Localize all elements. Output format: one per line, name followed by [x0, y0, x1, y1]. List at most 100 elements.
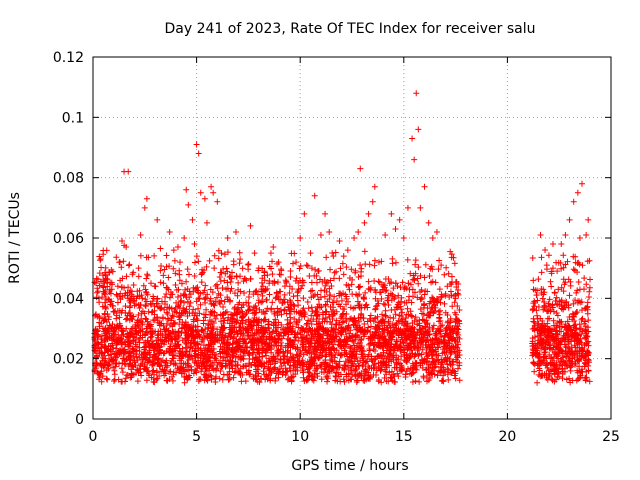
data-point [558, 318, 565, 325]
data-point [126, 304, 133, 311]
data-point [148, 280, 155, 287]
data-point [356, 346, 363, 353]
data-point [118, 264, 125, 271]
data-point [549, 265, 556, 272]
data-point [151, 252, 158, 259]
data-point [179, 309, 186, 316]
data-point [368, 356, 375, 363]
data-point [185, 271, 192, 278]
data-point [358, 265, 365, 272]
data-point [562, 359, 569, 366]
data-point [281, 307, 288, 314]
data-point [398, 353, 405, 360]
data-point [130, 281, 137, 288]
data-point [161, 293, 168, 300]
data-point [336, 238, 343, 245]
data-point [215, 290, 222, 297]
data-point [451, 260, 458, 267]
data-point [585, 216, 592, 223]
data-point [542, 247, 549, 254]
data-point [125, 168, 132, 175]
data-point [380, 300, 387, 307]
data-point [538, 254, 545, 261]
data-point [227, 278, 234, 285]
data-point [137, 302, 144, 309]
data-point [531, 368, 538, 375]
data-point [142, 315, 149, 322]
data-point [161, 266, 168, 273]
data-point [552, 297, 559, 304]
y-tick-label: 0.08 [53, 171, 84, 187]
data-point [433, 228, 440, 235]
data-point [185, 201, 192, 208]
data-point [297, 235, 304, 241]
data-point [395, 292, 402, 299]
data-point [101, 310, 108, 317]
data-point [330, 299, 337, 306]
data-point [102, 304, 109, 311]
x-tick-label: 25 [602, 429, 620, 445]
data-point [441, 300, 448, 307]
data-point [550, 344, 557, 351]
data-point [269, 271, 276, 278]
data-point [151, 282, 158, 289]
data-point [260, 317, 267, 324]
data-point [220, 371, 227, 378]
data-point [147, 321, 154, 328]
data-point [341, 378, 348, 385]
data-point [217, 368, 224, 375]
data-point [184, 298, 191, 305]
data-point [414, 275, 421, 282]
data-point [305, 305, 312, 312]
data-point [570, 350, 577, 357]
data-point [407, 365, 414, 372]
data-point [250, 340, 257, 347]
data-point [207, 311, 214, 318]
data-point [587, 276, 594, 283]
data-point [409, 135, 416, 142]
data-point [407, 354, 414, 361]
data-point [350, 367, 357, 374]
data-point [175, 286, 182, 293]
data-point [220, 320, 227, 327]
data-point [386, 280, 393, 287]
data-point [290, 293, 297, 300]
data-point [448, 273, 455, 280]
data-point [548, 270, 555, 277]
data-point [225, 371, 232, 378]
data-point [193, 141, 200, 148]
data-point [454, 365, 461, 372]
data-point [204, 291, 211, 298]
data-point [370, 318, 377, 325]
data-point [415, 264, 422, 271]
data-point [183, 186, 190, 193]
data-point [584, 348, 591, 355]
data-point [201, 195, 208, 202]
data-point [330, 341, 337, 348]
data-point [191, 259, 198, 266]
data-point [547, 278, 554, 285]
data-point [214, 362, 221, 369]
data-point [160, 272, 167, 279]
data-point [562, 261, 569, 268]
data-point [558, 241, 565, 248]
data-point [351, 235, 358, 241]
data-point [572, 297, 579, 304]
data-point [535, 276, 542, 283]
data-point [454, 303, 461, 310]
data-point [263, 352, 270, 359]
data-point [333, 268, 340, 275]
data-point [443, 264, 450, 271]
data-point [361, 219, 368, 226]
data-point [355, 274, 362, 281]
data-point [233, 340, 240, 347]
data-point [166, 263, 173, 270]
data-point [383, 371, 390, 378]
data-point [194, 317, 201, 324]
data-point [157, 267, 164, 274]
data-point [182, 286, 189, 293]
data-point [177, 298, 184, 305]
data-point [120, 258, 127, 265]
data-point [193, 369, 200, 376]
data-point [307, 250, 314, 257]
